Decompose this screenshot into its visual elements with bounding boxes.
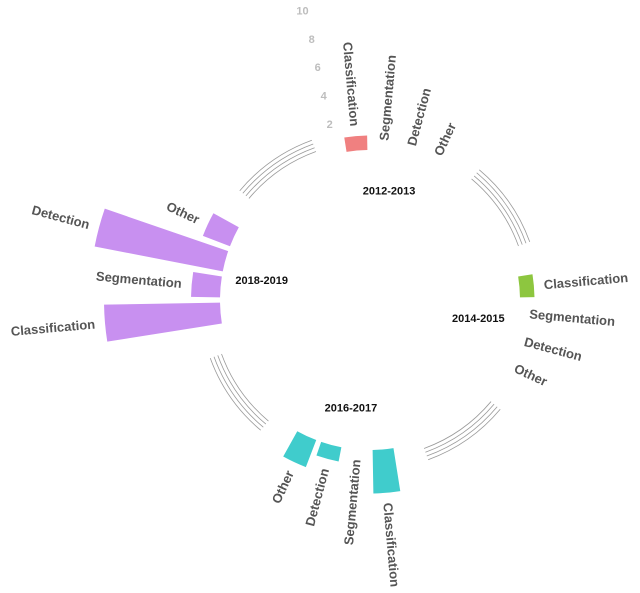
category-label-2018-2019-other: Other: [164, 199, 202, 227]
bars: [94, 135, 535, 494]
category-label-2012-2013-other: Other: [431, 120, 459, 158]
gap-arc-2014-2015-1: [425, 403, 495, 453]
gap-arc-2016-2017-2: [213, 356, 264, 428]
gap-arc-2014-2015-2: [426, 406, 498, 457]
gap-arc-2012-2013-3: [479, 169, 531, 242]
gap-arc-2016-2017-3: [209, 358, 261, 431]
category-label-2014-2015-classification: Classification: [543, 270, 629, 292]
bar-2018-2019-other: [202, 213, 239, 247]
gap-arc-2012-2013-2: [476, 172, 527, 244]
category-label-2012-2013-detection: Detection: [404, 86, 434, 147]
gap-arc-2018-2019-0: [248, 151, 317, 199]
gap-arc-2012-2013-0: [471, 178, 519, 247]
category-label-2018-2019-segmentation: Segmentation: [95, 269, 182, 291]
bar-2016-2017-other: [283, 431, 317, 468]
category-label-2014-2015-detection: Detection: [523, 334, 584, 364]
gap-arc-2018-2019-2: [242, 143, 314, 194]
group-label-2014-2015: 2014-2015: [452, 313, 505, 325]
group-label-2016-2017: 2016-2017: [325, 402, 378, 414]
tick-label-8: 8: [309, 34, 315, 46]
bar-2014-2015-classification: [518, 274, 535, 298]
category-label-2018-2019-detection: Detection: [30, 202, 91, 232]
bar-2016-2017-detection: [316, 441, 342, 462]
radial-axis-ticks: 2 4 6 8 10: [296, 5, 332, 130]
gap-arc-2014-2015-0: [423, 401, 492, 449]
bar-2016-2017-classification: [372, 448, 401, 494]
bar-2012-2013-classification: [344, 135, 368, 152]
tick-label-10: 10: [296, 5, 308, 17]
category-label-2016-2017-other: Other: [269, 468, 297, 506]
group-label-2012-2013: 2012-2013: [363, 186, 416, 198]
gap-arc-2016-2017-0: [221, 353, 269, 422]
gap-arc-2014-2015-3: [428, 409, 501, 461]
category-label-2016-2017-segmentation: Segmentation: [341, 459, 363, 546]
bar-2018-2019-classification: [104, 302, 222, 342]
tick-label-2: 2: [327, 119, 333, 131]
gap-arc-2016-2017-1: [217, 355, 267, 425]
tick-label-6: 6: [315, 62, 321, 74]
category-label-2018-2019-classification: Classification: [10, 317, 96, 339]
gap-arc-2018-2019-1: [245, 147, 315, 197]
category-labels: Classification Segmentation DetectionOther…: [10, 41, 629, 587]
bar-2018-2019-segmentation: [191, 271, 222, 298]
category-label-2016-2017-detection: Detection: [302, 467, 332, 528]
category-label-2012-2013-segmentation: Segmentation: [376, 54, 398, 141]
gap-arc-2012-2013-1: [473, 175, 523, 245]
gap-arc-2018-2019-3: [239, 139, 312, 191]
group-gap-arcs: [209, 139, 531, 461]
bar-2018-2019-detection: [94, 208, 229, 272]
category-label-2014-2015-other: Other: [512, 361, 550, 389]
group-labels: 2012-2013 2014-2015 2016-2017 2018-2019: [235, 186, 504, 415]
category-label-2014-2015-segmentation: Segmentation: [529, 306, 616, 328]
tick-label-4: 4: [321, 91, 328, 103]
category-label-2016-2017-classification: Classification: [380, 502, 402, 588]
group-label-2018-2019: 2018-2019: [235, 275, 288, 287]
category-label-2012-2013-classification: Classification: [340, 41, 362, 127]
